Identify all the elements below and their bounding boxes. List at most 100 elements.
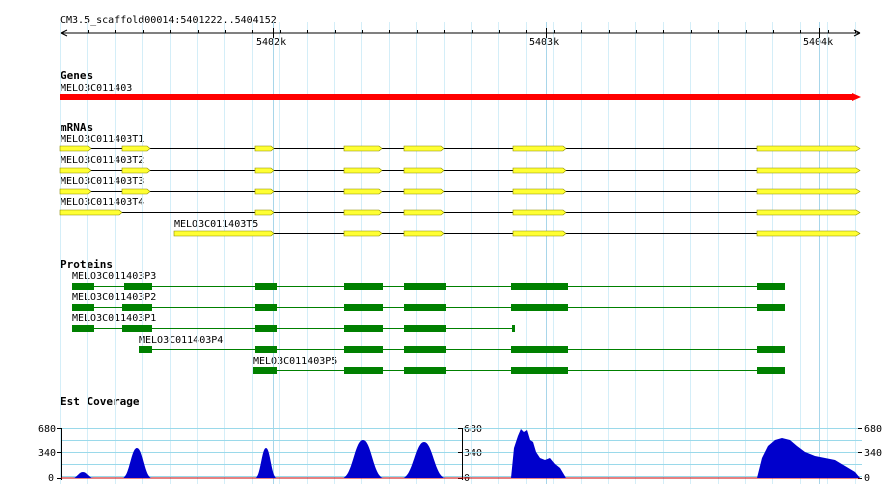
grid-line [800, 22, 801, 484]
mrna-exon [59, 188, 92, 195]
grid-line [498, 22, 499, 484]
mrna-exon [59, 209, 123, 216]
protein-block [253, 367, 277, 374]
mrna-exon [403, 209, 445, 216]
protein-block [404, 367, 446, 374]
mrna-exon [343, 145, 383, 152]
mrna-exon [59, 167, 92, 174]
mrnas-track-header: mRNAs [60, 121, 94, 134]
coverage-peak [342, 440, 384, 478]
grid-line [608, 22, 609, 484]
ruler-arrowheads [60, 29, 861, 37]
protein-block [511, 283, 568, 290]
protein-block [122, 325, 152, 332]
protein-block [344, 325, 383, 332]
grid-line [827, 22, 828, 484]
genes-track-header: Genes [60, 69, 94, 82]
protein-block [757, 367, 785, 374]
coverage-axis-mid-1: 340 [38, 448, 57, 459]
grid-line [307, 22, 308, 484]
mrna-exon [512, 188, 567, 195]
protein-label-p3[interactable]: MELO3C011403P3 [72, 271, 157, 282]
grid-line [115, 22, 116, 484]
protein-block [122, 304, 152, 311]
mrna-exon [173, 230, 275, 237]
grid-line [444, 22, 445, 484]
grid-line [745, 22, 746, 484]
mrna-exon [121, 145, 151, 152]
mrna-label-t4[interactable]: MELO3C011403T4 [60, 197, 145, 208]
mrna-exon [403, 230, 445, 237]
grid-line [635, 22, 636, 484]
grid-line [389, 22, 390, 484]
mrna-exon [756, 209, 861, 216]
protein-block [344, 346, 383, 353]
protein-block [124, 283, 152, 290]
mrna-exon [403, 167, 445, 174]
mrna-exon [343, 188, 383, 195]
grid-line [471, 22, 472, 484]
coverage-peak [402, 442, 446, 478]
gene-arrowhead [852, 93, 861, 101]
protein-block [404, 283, 446, 290]
mrna-label-t1[interactable]: MELO3C011403T1 [60, 134, 145, 145]
protein-block [404, 346, 446, 353]
protein-block [404, 325, 446, 332]
coverage-axis-mid-3: 340 [864, 448, 883, 459]
mrna-label-t5[interactable]: MELO3C011403T5 [174, 219, 259, 230]
protein-block [404, 304, 446, 311]
grid-line [170, 22, 171, 484]
grid-line [252, 22, 253, 484]
ruler-tick-5404k: 5404k [803, 37, 834, 48]
protein-label-p4[interactable]: MELO3C011403P4 [139, 335, 224, 346]
mrna-exon [343, 209, 383, 216]
protein-block [255, 346, 277, 353]
ruler-title: CM3.5_scaffold00014:5401222..5404152 [60, 15, 277, 26]
mrna-exon [254, 145, 275, 152]
protein-label-p2[interactable]: MELO3C011403P2 [72, 292, 157, 303]
grid-line [553, 22, 554, 484]
protein-block [757, 346, 785, 353]
mrna-exon [121, 188, 151, 195]
ruler-tick-5403k: 5403k [529, 37, 560, 48]
coverage-peak [511, 429, 566, 478]
protein-label-p5[interactable]: MELO3C011403P5 [253, 356, 338, 367]
protein-block [72, 283, 94, 290]
coverage-axis-mid-2: 340 [464, 448, 483, 459]
mrna-exon [756, 230, 861, 237]
grid-line [224, 22, 225, 484]
mrna-label-t3[interactable]: MELO3C011403T3 [60, 176, 145, 187]
protein-block [757, 304, 785, 311]
coverage-peak [757, 438, 860, 478]
mrna-exon [756, 188, 861, 195]
mrna-exon [512, 209, 567, 216]
grid-line [416, 22, 417, 484]
grid-line-major [546, 22, 547, 484]
protein-block [511, 346, 568, 353]
grid-line-major [273, 22, 274, 484]
mrna-exon [121, 167, 151, 174]
coverage-axis-zero-1: 0 [48, 473, 55, 484]
grid-line-major [819, 22, 820, 484]
grid-line [663, 22, 664, 484]
grid-line [60, 22, 61, 484]
grid-line [526, 22, 527, 484]
mrna-exon [254, 167, 275, 174]
grid-line [772, 22, 773, 484]
grid-line [87, 22, 88, 484]
mrna-exon [343, 167, 383, 174]
grid-line [279, 22, 280, 484]
protein-block [255, 325, 277, 332]
gene-bar [60, 94, 852, 100]
protein-label-p1[interactable]: MELO3C011403P1 [72, 313, 157, 324]
protein-block [255, 283, 277, 290]
mrna-label-t2[interactable]: MELO3C011403T2 [60, 155, 145, 166]
mrna-exon [512, 145, 567, 152]
mrna-exon [512, 230, 567, 237]
grid-line [334, 22, 335, 484]
grid-line [197, 22, 198, 484]
coverage-axis-zero-3: 0 [864, 473, 871, 484]
gene-label[interactable]: MELO3C011403 [60, 83, 133, 94]
mrna-exon [254, 209, 275, 216]
